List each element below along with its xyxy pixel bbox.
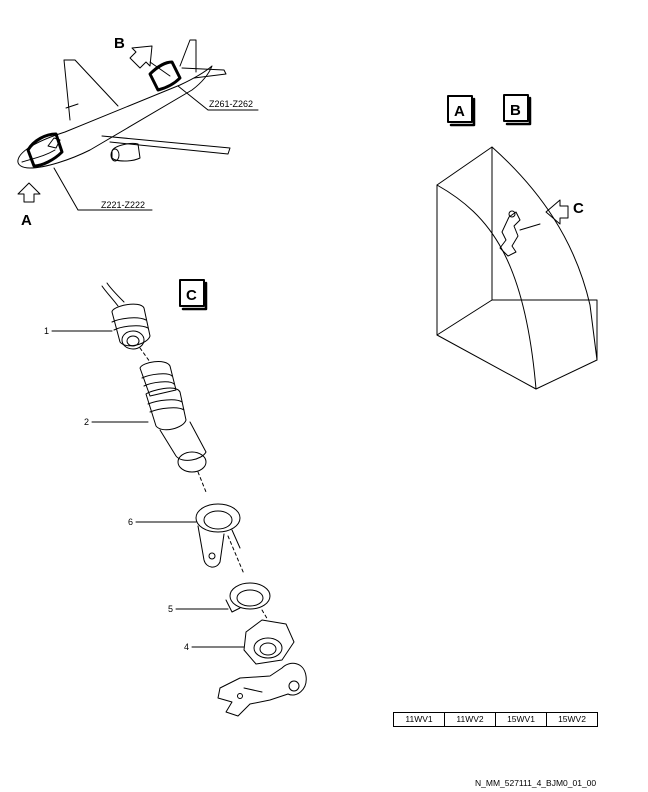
view-ab-drawing <box>436 94 598 390</box>
zone-label-aft: Z261-Z262 <box>209 99 253 109</box>
item-label-5: 5 <box>168 604 173 614</box>
view-label-a: A <box>454 103 465 120</box>
item-label-6: 6 <box>128 517 133 527</box>
arrow-label-a: A <box>21 212 32 229</box>
view-label-b: B <box>510 102 521 119</box>
effectivity-cell: 11WV1 <box>393 712 445 727</box>
item-label-2: 2 <box>84 417 89 427</box>
item-label-4: 4 <box>184 642 189 652</box>
effectivity-table: 11WV1 11WV2 15WV1 15WV2 <box>393 712 598 727</box>
zone-label-fwd: Z221-Z222 <box>101 200 145 210</box>
effectivity-cell: 15WV2 <box>546 712 598 727</box>
effectivity-cell: 15WV1 <box>495 712 547 727</box>
item-label-1: 1 <box>44 326 49 336</box>
view-label-c: C <box>186 287 197 304</box>
arrow-label-c: C <box>573 200 584 217</box>
aircraft-drawing <box>17 39 259 211</box>
figure-reference: N_MM_527111_4_BJM0_01_00 <box>475 778 597 788</box>
effectivity-cell: 11WV2 <box>444 712 496 727</box>
arrow-label-b: B <box>114 35 125 52</box>
view-c-drawing <box>51 279 307 717</box>
